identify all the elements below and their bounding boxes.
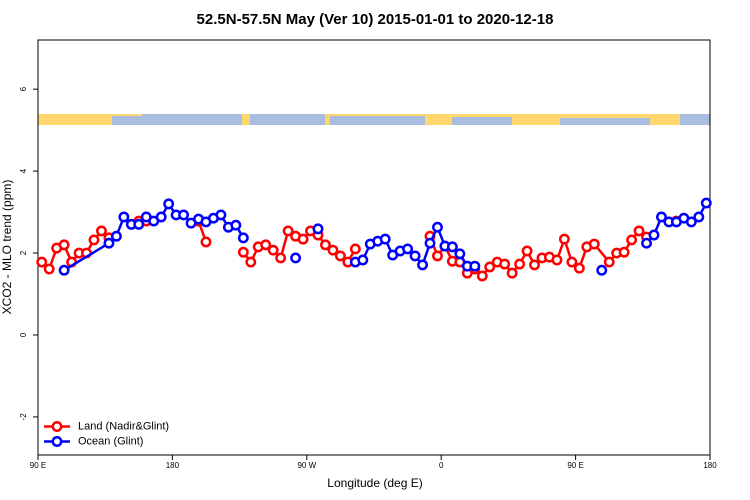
y-axis-title: XCO2 - MLO trend (ppm) (0, 180, 14, 315)
data-point (36, 256, 48, 268)
x-tick-label: 90 E (30, 461, 46, 470)
data-point (499, 258, 511, 270)
data-point (133, 218, 145, 230)
data-point (110, 230, 122, 242)
y-tick-label: 0 (19, 332, 28, 337)
data-point (379, 233, 391, 245)
band-ocean (112, 116, 142, 125)
x-tick-label: 90 E (567, 461, 583, 470)
data-point (432, 250, 443, 262)
y-tick-label: 2 (19, 250, 28, 255)
legend-marker (51, 421, 63, 432)
data-point (230, 219, 242, 231)
data-point (573, 262, 585, 274)
data-point (163, 198, 175, 210)
data-point (290, 252, 302, 264)
legend-marker (51, 436, 63, 447)
data-point (237, 246, 249, 258)
x-axis-title: Longitude (deg E) (327, 476, 422, 490)
y-tick-label: 6 (19, 86, 28, 91)
data-point (514, 258, 526, 270)
data-point (454, 248, 466, 260)
data-point (566, 256, 578, 268)
data-point (432, 221, 443, 233)
data-point (43, 263, 55, 275)
data-point (349, 243, 361, 255)
data-point (58, 239, 70, 251)
data-point (648, 229, 660, 241)
chart-title: 52.5N-57.5N May (Ver 10) 2015-01-01 to 2… (197, 11, 554, 28)
y-tick-label: 4 (19, 168, 28, 173)
x-tick-label: 180 (703, 461, 717, 470)
data-point (506, 267, 518, 279)
plot-frame (37, 39, 711, 456)
data-point (417, 259, 428, 271)
data-point (245, 256, 257, 268)
data-point (357, 254, 369, 266)
x-tick-label: 180 (166, 461, 180, 470)
y-tick-label: -2 (19, 413, 28, 421)
legend-label: Ocean (Glint) (78, 435, 143, 447)
data-point (297, 233, 309, 245)
band-ocean (250, 114, 325, 125)
data-point (58, 264, 70, 276)
data-point (641, 237, 652, 249)
data-point (484, 261, 496, 273)
x-tick-label: 0 (439, 461, 444, 470)
data-point (469, 260, 481, 272)
data-point (588, 238, 600, 250)
data-point (260, 239, 272, 251)
x-tick-label: 90 W (297, 461, 316, 470)
data-point (603, 256, 615, 268)
band-ocean (452, 117, 512, 125)
data-point (96, 225, 107, 237)
data-point (551, 254, 563, 266)
data-point (693, 211, 705, 223)
data-point (155, 211, 167, 223)
data-point (178, 209, 190, 221)
data-point (282, 225, 294, 237)
band-ocean (330, 116, 425, 125)
data-point (88, 234, 100, 246)
data-point (409, 250, 421, 262)
data-point (596, 264, 608, 276)
data-point (103, 237, 115, 249)
data-point (118, 211, 130, 223)
data-point (700, 197, 712, 209)
data-point (685, 216, 697, 228)
band-ocean (142, 114, 242, 125)
data-point (618, 246, 630, 258)
data-point (529, 259, 540, 271)
data-point (626, 234, 638, 246)
data-point (327, 244, 339, 256)
band-ocean (680, 114, 710, 125)
data-point (446, 241, 458, 253)
data-point (656, 211, 667, 223)
land-ocean-band (38, 114, 710, 125)
data-point (424, 237, 436, 249)
data-point (334, 250, 346, 262)
data-point (521, 245, 533, 257)
data-point (200, 236, 212, 248)
data-point (402, 243, 414, 255)
data-point (267, 244, 279, 256)
data-point (558, 233, 570, 245)
legend-label: Land (Nadir&Glint) (78, 420, 169, 432)
data-point (237, 232, 249, 244)
data-point (275, 252, 287, 264)
data-point (312, 223, 324, 235)
band-ocean (560, 118, 650, 125)
data-point (215, 209, 227, 221)
data-point (476, 270, 488, 282)
data-point (633, 225, 645, 237)
data-point (320, 239, 331, 251)
